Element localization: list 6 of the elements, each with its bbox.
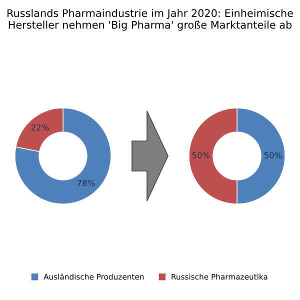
data-label: 22% — [31, 124, 49, 131]
chart-title: Russlands Pharmaindustrie im Jahr 2020: Einheimische Hersteller nehmen 'Big Pharma' große Marktanteile ab — [8, 9, 293, 31]
data-label: 50% — [264, 152, 282, 158]
data-label: 50% — [192, 152, 210, 158]
donut-slice — [14, 108, 112, 204]
data-label: 78% — [77, 180, 95, 186]
